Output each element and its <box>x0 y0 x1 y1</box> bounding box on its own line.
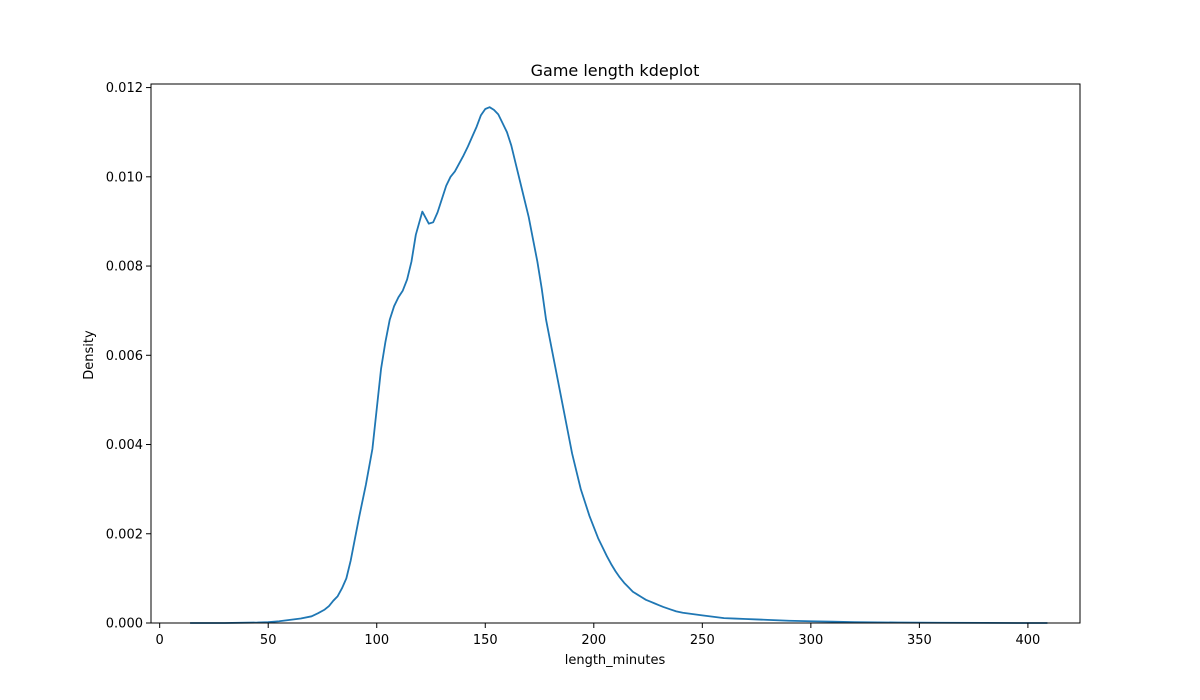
x-tick-label: 400 <box>1015 633 1040 648</box>
y-tick-label: 0.000 <box>106 617 143 632</box>
x-tick-label: 300 <box>798 633 823 648</box>
plot-area <box>190 106 1048 624</box>
y-tick-label: 0.008 <box>106 260 143 275</box>
x-tick-label: 50 <box>260 633 277 648</box>
y-tick-label: 0.004 <box>106 438 143 453</box>
y-tick-label: 0.012 <box>106 81 143 96</box>
y-tick-label: 0.002 <box>106 527 143 542</box>
y-tick-label: 0.006 <box>106 349 143 364</box>
x-tick-label: 250 <box>690 633 715 648</box>
chart-title: Game length kdeplot <box>531 61 700 80</box>
x-tick-label: 0 <box>156 633 164 648</box>
x-axis-label: length_minutes <box>565 653 666 668</box>
y-tick-label: 0.010 <box>106 170 143 185</box>
plot-frame <box>150 83 1081 624</box>
x-tick-label: 200 <box>581 633 606 648</box>
kde-line-series-0 <box>190 106 1048 624</box>
y-axis-label: Density <box>82 330 97 380</box>
x-tick-label: 100 <box>364 633 389 648</box>
x-tick-label: 350 <box>907 633 932 648</box>
axis-ticks: 0 50 100 150 200 250 300 350 400 0.000 0.002 0.004 0… <box>106 81 1041 648</box>
x-tick-label: 150 <box>473 633 498 648</box>
